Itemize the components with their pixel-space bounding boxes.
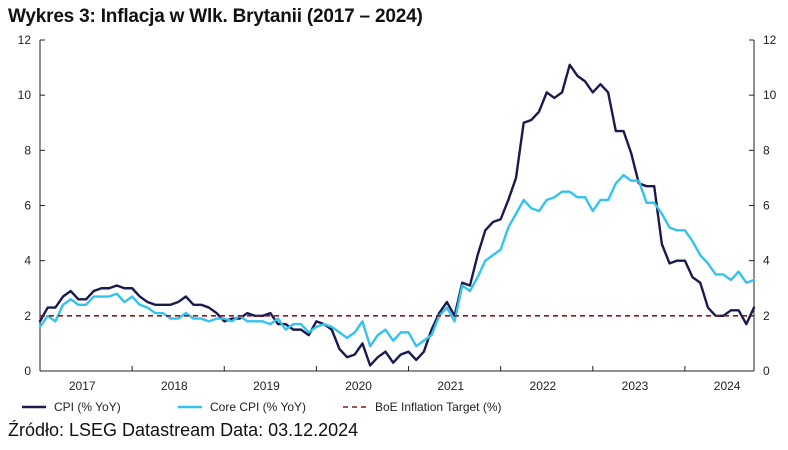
x-tick-label: 2022 (530, 379, 557, 393)
y-tick-label-right: 4 (763, 254, 770, 268)
series-layer (38, 63, 756, 367)
y-tick-label-left: 12 (18, 33, 32, 47)
x-tick-label: 2017 (69, 379, 96, 393)
x-tick-label: 2021 (437, 379, 464, 393)
y-tick-label-left: 0 (24, 364, 31, 378)
y-tick-label-right: 6 (763, 199, 770, 213)
chart-source: Źródło: LSEG Datastream Data: 03.12.2024 (8, 420, 359, 440)
x-tick-label: 2023 (622, 379, 649, 393)
x-tick-label: 2019 (253, 379, 280, 393)
x-tick-label: 2020 (345, 379, 372, 393)
y-tick-label-right: 2 (763, 309, 770, 323)
y-tick-label-left: 4 (24, 254, 31, 268)
legend-label: BoE Inflation Target (%) (375, 400, 502, 414)
y-tick-label-right: 12 (763, 33, 777, 47)
y-tick-label-right: 10 (763, 88, 777, 102)
series-line-core-cpi (38, 173, 756, 348)
legend-layer: CPI (% YoY) Core CPI (% YoY) BoE Inflation… (22, 400, 502, 414)
y-tick-label-left: 6 (24, 199, 31, 213)
chart-title: Wykres 3: Inflacja w Wlk. Brytanii (2017… (8, 6, 423, 27)
legend-label: Core CPI (% YoY) (210, 400, 306, 414)
series-line-cpi (38, 63, 756, 367)
x-tick-label: 2018 (161, 379, 188, 393)
y-tick-label-right: 8 (763, 143, 770, 157)
chart-svg: 0 0 2 2 4 4 6 6 8 8 10 10 12 12 2017 2018 2019 2020 2021 20… (18, 33, 777, 414)
y-tick-label-left: 2 (24, 309, 31, 323)
y-tick-label-left: 10 (18, 88, 32, 102)
y-tick-label-right: 0 (763, 364, 770, 378)
x-tick-label: 2024 (714, 379, 741, 393)
axes-layer: 0 0 2 2 4 4 6 6 8 8 10 10 12 12 2017 2018 2019 2020 2021 20… (18, 33, 777, 393)
legend-label: CPI (% YoY) (54, 400, 121, 414)
y-tick-label-left: 8 (24, 143, 31, 157)
